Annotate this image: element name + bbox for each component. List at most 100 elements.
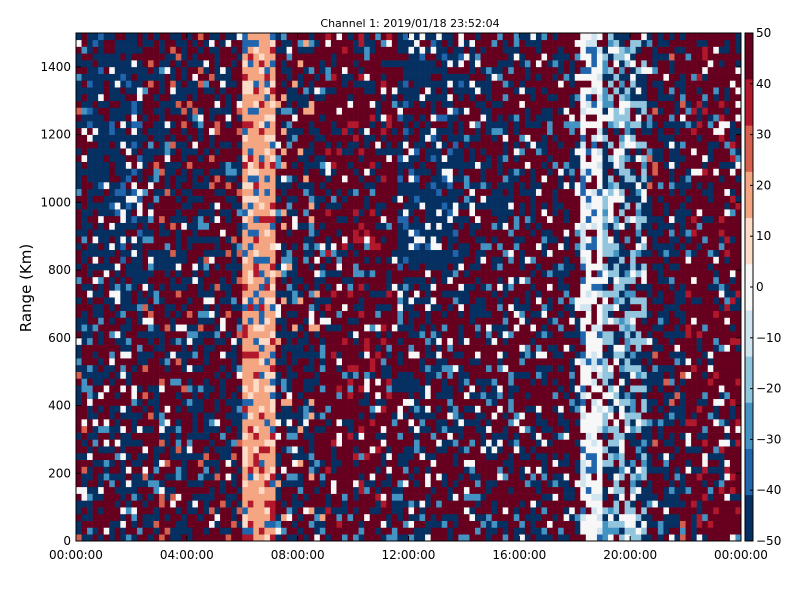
heatmap-cell <box>253 107 260 115</box>
heatmap-cell <box>253 175 260 183</box>
heatmap-cell <box>369 391 376 400</box>
heatmap-cell <box>81 398 88 406</box>
heatmap-cell <box>258 317 265 325</box>
heatmap-cell <box>225 283 232 291</box>
heatmap-cell <box>247 500 254 508</box>
heatmap-cell <box>297 249 304 257</box>
heatmap-cell <box>247 121 254 129</box>
heatmap-cell <box>269 148 276 156</box>
heatmap-cell <box>120 46 127 54</box>
heatmap-cell <box>103 385 110 393</box>
heatmap-cell <box>203 168 210 176</box>
heatmap-cell <box>231 500 238 508</box>
heatmap-cell <box>314 432 321 440</box>
heatmap-cell <box>414 236 420 244</box>
heatmap-cell <box>297 310 304 318</box>
heatmap-cell <box>253 310 260 318</box>
heatmap-cell <box>220 425 226 433</box>
heatmap-cell <box>253 202 260 210</box>
heatmap-cell <box>87 80 93 88</box>
heatmap-cell <box>297 270 304 278</box>
heatmap-cell <box>441 324 448 332</box>
heatmap-cell <box>203 46 210 54</box>
heatmap-cell <box>197 114 204 122</box>
heatmap-cell <box>159 215 165 223</box>
heatmap-cell <box>414 310 420 318</box>
heatmap-cell <box>242 500 249 508</box>
heatmap-cell <box>342 331 348 339</box>
heatmap-cell <box>247 134 254 142</box>
heatmap-cell <box>336 446 343 454</box>
heatmap-cell <box>414 452 420 461</box>
heatmap-cell <box>353 229 359 237</box>
heatmap-cell <box>120 73 127 81</box>
heatmap-cell <box>109 154 116 162</box>
heatmap-cell <box>164 249 171 257</box>
heatmap-cell <box>247 256 254 264</box>
heatmap-cell <box>408 263 415 271</box>
heatmap-cell <box>170 87 177 95</box>
heatmap-cell <box>164 493 171 501</box>
heatmap-cell <box>181 317 188 325</box>
heatmap-cell <box>297 80 304 88</box>
heatmap-cell <box>419 161 426 169</box>
heatmap-cell <box>414 391 420 400</box>
heatmap-cell <box>109 412 116 420</box>
heatmap-cell <box>436 432 443 440</box>
heatmap-cell <box>297 154 304 162</box>
heatmap-cell <box>192 236 199 244</box>
heatmap-cell <box>76 439 82 447</box>
heatmap-cell <box>192 486 199 494</box>
heatmap-cell <box>236 500 243 508</box>
heatmap-cell <box>170 114 177 122</box>
heatmap-cell <box>98 425 105 433</box>
heatmap-cell <box>336 534 343 542</box>
heatmap-cell <box>92 141 99 149</box>
heatmap-cell <box>330 391 337 400</box>
heatmap-cell <box>153 236 160 244</box>
heatmap-cell <box>197 209 204 217</box>
heatmap-cell <box>402 242 409 251</box>
heatmap-cell <box>192 53 199 61</box>
heatmap-cell <box>314 344 321 352</box>
heatmap-cell <box>292 175 298 183</box>
heatmap-cell <box>231 486 238 494</box>
heatmap-cell <box>103 107 110 115</box>
heatmap-cell <box>231 161 238 169</box>
heatmap-cell <box>148 317 154 325</box>
heatmap-cell <box>419 507 426 515</box>
heatmap-cell <box>353 493 359 501</box>
heatmap-cell <box>76 93 82 102</box>
heatmap-cell <box>81 276 88 284</box>
heatmap-cell <box>175 412 182 420</box>
heatmap-cell <box>164 256 171 264</box>
heatmap-cell <box>192 371 199 379</box>
heatmap-cell <box>125 121 132 129</box>
heatmap-cell <box>197 283 204 291</box>
heatmap-cell <box>214 66 221 74</box>
heatmap-cell <box>292 141 298 149</box>
heatmap-cell <box>436 60 443 68</box>
heatmap-cell <box>281 161 287 169</box>
heatmap-cell <box>209 507 215 515</box>
heatmap-cell <box>81 46 88 54</box>
heatmap-cell <box>436 473 443 481</box>
heatmap-cell <box>225 222 232 230</box>
heatmap-cell <box>386 337 393 345</box>
heatmap-cell <box>220 93 226 102</box>
heatmap-cell <box>225 182 232 190</box>
heatmap-cell <box>209 121 215 129</box>
heatmap-cell <box>336 297 343 305</box>
heatmap-cell <box>408 127 415 135</box>
heatmap-cell <box>109 80 116 88</box>
heatmap-cell <box>87 222 93 230</box>
heatmap-cell <box>308 202 315 210</box>
heatmap-cell <box>87 473 93 481</box>
heatmap-cell <box>247 473 254 481</box>
heatmap-cell <box>414 432 420 440</box>
heatmap-cell <box>81 534 88 542</box>
heatmap-cell <box>209 480 215 488</box>
heatmap-cell <box>336 242 343 251</box>
heatmap-cell <box>281 263 287 271</box>
heatmap-cell <box>342 202 348 210</box>
